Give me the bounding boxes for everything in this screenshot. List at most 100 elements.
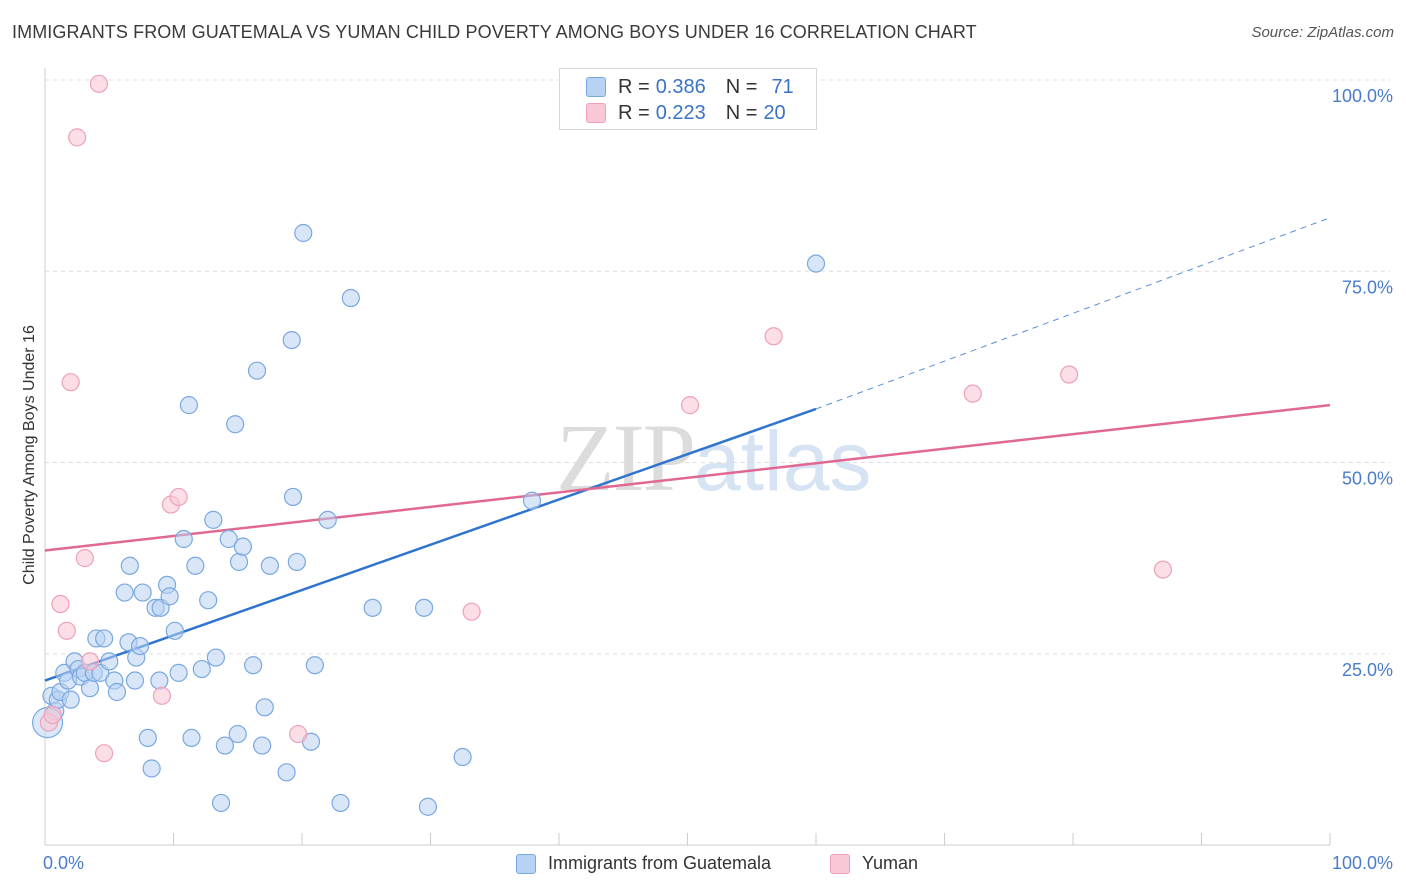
guatemala-point — [233, 537, 252, 556]
yuman-point — [1153, 560, 1173, 579]
y-tick-label: 50.0% — [1342, 469, 1393, 489]
legend-item-guatemala[interactable]: Immigrants from Guatemala — [516, 853, 771, 874]
guatemala-point — [100, 652, 119, 671]
guatemala-point — [215, 736, 234, 755]
yuman-point — [152, 686, 172, 705]
yuman-point — [462, 602, 481, 621]
yuman-point — [169, 487, 188, 507]
yuman-point — [75, 549, 94, 568]
source-label: Source: ZipAtlas.com — [1251, 24, 1394, 41]
guatemala-point — [219, 529, 238, 549]
yuman-point — [289, 724, 308, 744]
yuman-point — [95, 744, 114, 763]
guatemala-point — [206, 648, 226, 667]
guatemala-point — [305, 656, 324, 675]
x-tick-label: 0.0% — [43, 853, 84, 873]
yuman-point — [80, 652, 100, 671]
guatemala-point — [61, 690, 80, 709]
guatemala-point — [138, 728, 157, 748]
stats-row-guatemala: R = 0.386 N = 71 — [586, 75, 794, 99]
guatemala-point — [331, 793, 350, 813]
guatemala-point — [282, 331, 301, 350]
y-tick-label: 25.0% — [1342, 660, 1393, 680]
stats-legend: R = 0.386 N = 71 R = 0.223 N = 20 — [559, 68, 817, 130]
guatemala-point — [95, 629, 114, 648]
guatemala-point — [255, 698, 274, 717]
guatemala-point — [169, 663, 188, 682]
guatemala-point — [414, 598, 434, 617]
guatemala-trend-line — [44, 407, 817, 682]
guatemala-point — [229, 552, 249, 572]
yuman-point — [61, 373, 80, 392]
guatemala-point — [204, 510, 223, 529]
n-label: N = — [725, 101, 758, 124]
guatemala-swatch — [586, 77, 606, 97]
guatemala-point — [186, 556, 205, 575]
grid — [45, 79, 1390, 655]
trend-lines — [44, 217, 1331, 682]
yuman-swatch — [586, 103, 606, 123]
guatemala-point — [125, 671, 145, 690]
series-yuman-points — [39, 74, 1173, 763]
guatemala-legend-swatch — [516, 853, 536, 874]
stats-row-yuman: R = 0.223 N = 20 — [586, 101, 786, 125]
guatemala-point — [277, 763, 296, 782]
guatemala-point — [179, 396, 199, 415]
r-label: R = — [618, 101, 650, 124]
guatemala-point — [226, 415, 245, 434]
guatemala-trend-extension — [815, 217, 1331, 410]
guatemala-point — [287, 552, 306, 572]
guatemala-point — [130, 636, 150, 656]
guatemala-point — [150, 671, 169, 690]
guatemala-point — [115, 583, 134, 602]
y-tick-label: 75.0% — [1342, 277, 1393, 297]
r-value: 0.386 — [655, 75, 706, 98]
guatemala-point — [182, 728, 201, 748]
guatemala-point — [107, 682, 127, 702]
legend-label-guatemala: Immigrants from Guatemala — [548, 853, 772, 873]
r-value: 0.223 — [655, 101, 706, 124]
guatemala-point — [142, 759, 161, 778]
legend-item-yuman[interactable]: Yuman — [830, 853, 918, 874]
guatemala-point — [211, 793, 231, 813]
yuman-point — [68, 128, 87, 147]
guatemala-point — [120, 556, 139, 575]
guatemala-point — [80, 679, 100, 698]
yuman-point — [963, 384, 982, 403]
legend-label-yuman: Yuman — [862, 853, 919, 873]
n-label: N = — [725, 75, 758, 98]
guatemala-point — [318, 510, 337, 529]
guatemala-point — [160, 587, 179, 606]
series-legend: Immigrants from Guatemala Yuman — [0, 850, 1406, 878]
guatemala-point — [453, 747, 472, 767]
yuman-point — [57, 621, 76, 640]
guatemala-point — [199, 591, 218, 610]
guatemala-point — [363, 598, 382, 617]
guatemala-point — [192, 659, 211, 679]
guatemala-point — [244, 656, 263, 675]
yuman-point — [680, 396, 700, 415]
guatemala-point — [174, 529, 193, 549]
yuman-point — [1060, 365, 1079, 384]
guatemala-point — [260, 556, 279, 575]
guatemala-point — [294, 223, 313, 243]
guatemala-point — [228, 724, 247, 744]
guatemala-point — [418, 797, 438, 816]
yuman-legend-swatch — [830, 853, 850, 874]
y-axis-label: Child Poverty Among Boys Under 16 — [21, 325, 38, 585]
guatemala-point — [247, 361, 267, 380]
chart-title: IMMIGRANTS FROM GUATEMALA VS YUMAN CHILD… — [12, 22, 977, 42]
guatemala-point — [165, 621, 184, 640]
x-tick-label: 100.0% — [1332, 853, 1393, 873]
y-tick-label: 100.0% — [1332, 86, 1393, 106]
yuman-point — [764, 327, 783, 346]
tick-labels: 25.0% 50.0% 75.0% 100.0% 0.0% 100.0% — [43, 86, 1393, 873]
guatemala-point — [283, 487, 303, 507]
n-value: 20 — [763, 101, 786, 124]
r-label: R = — [618, 75, 650, 98]
guatemala-point — [253, 736, 272, 755]
guatemala-point — [806, 254, 826, 273]
guatemala-point — [522, 491, 542, 510]
yuman-trend-line — [44, 403, 1331, 552]
